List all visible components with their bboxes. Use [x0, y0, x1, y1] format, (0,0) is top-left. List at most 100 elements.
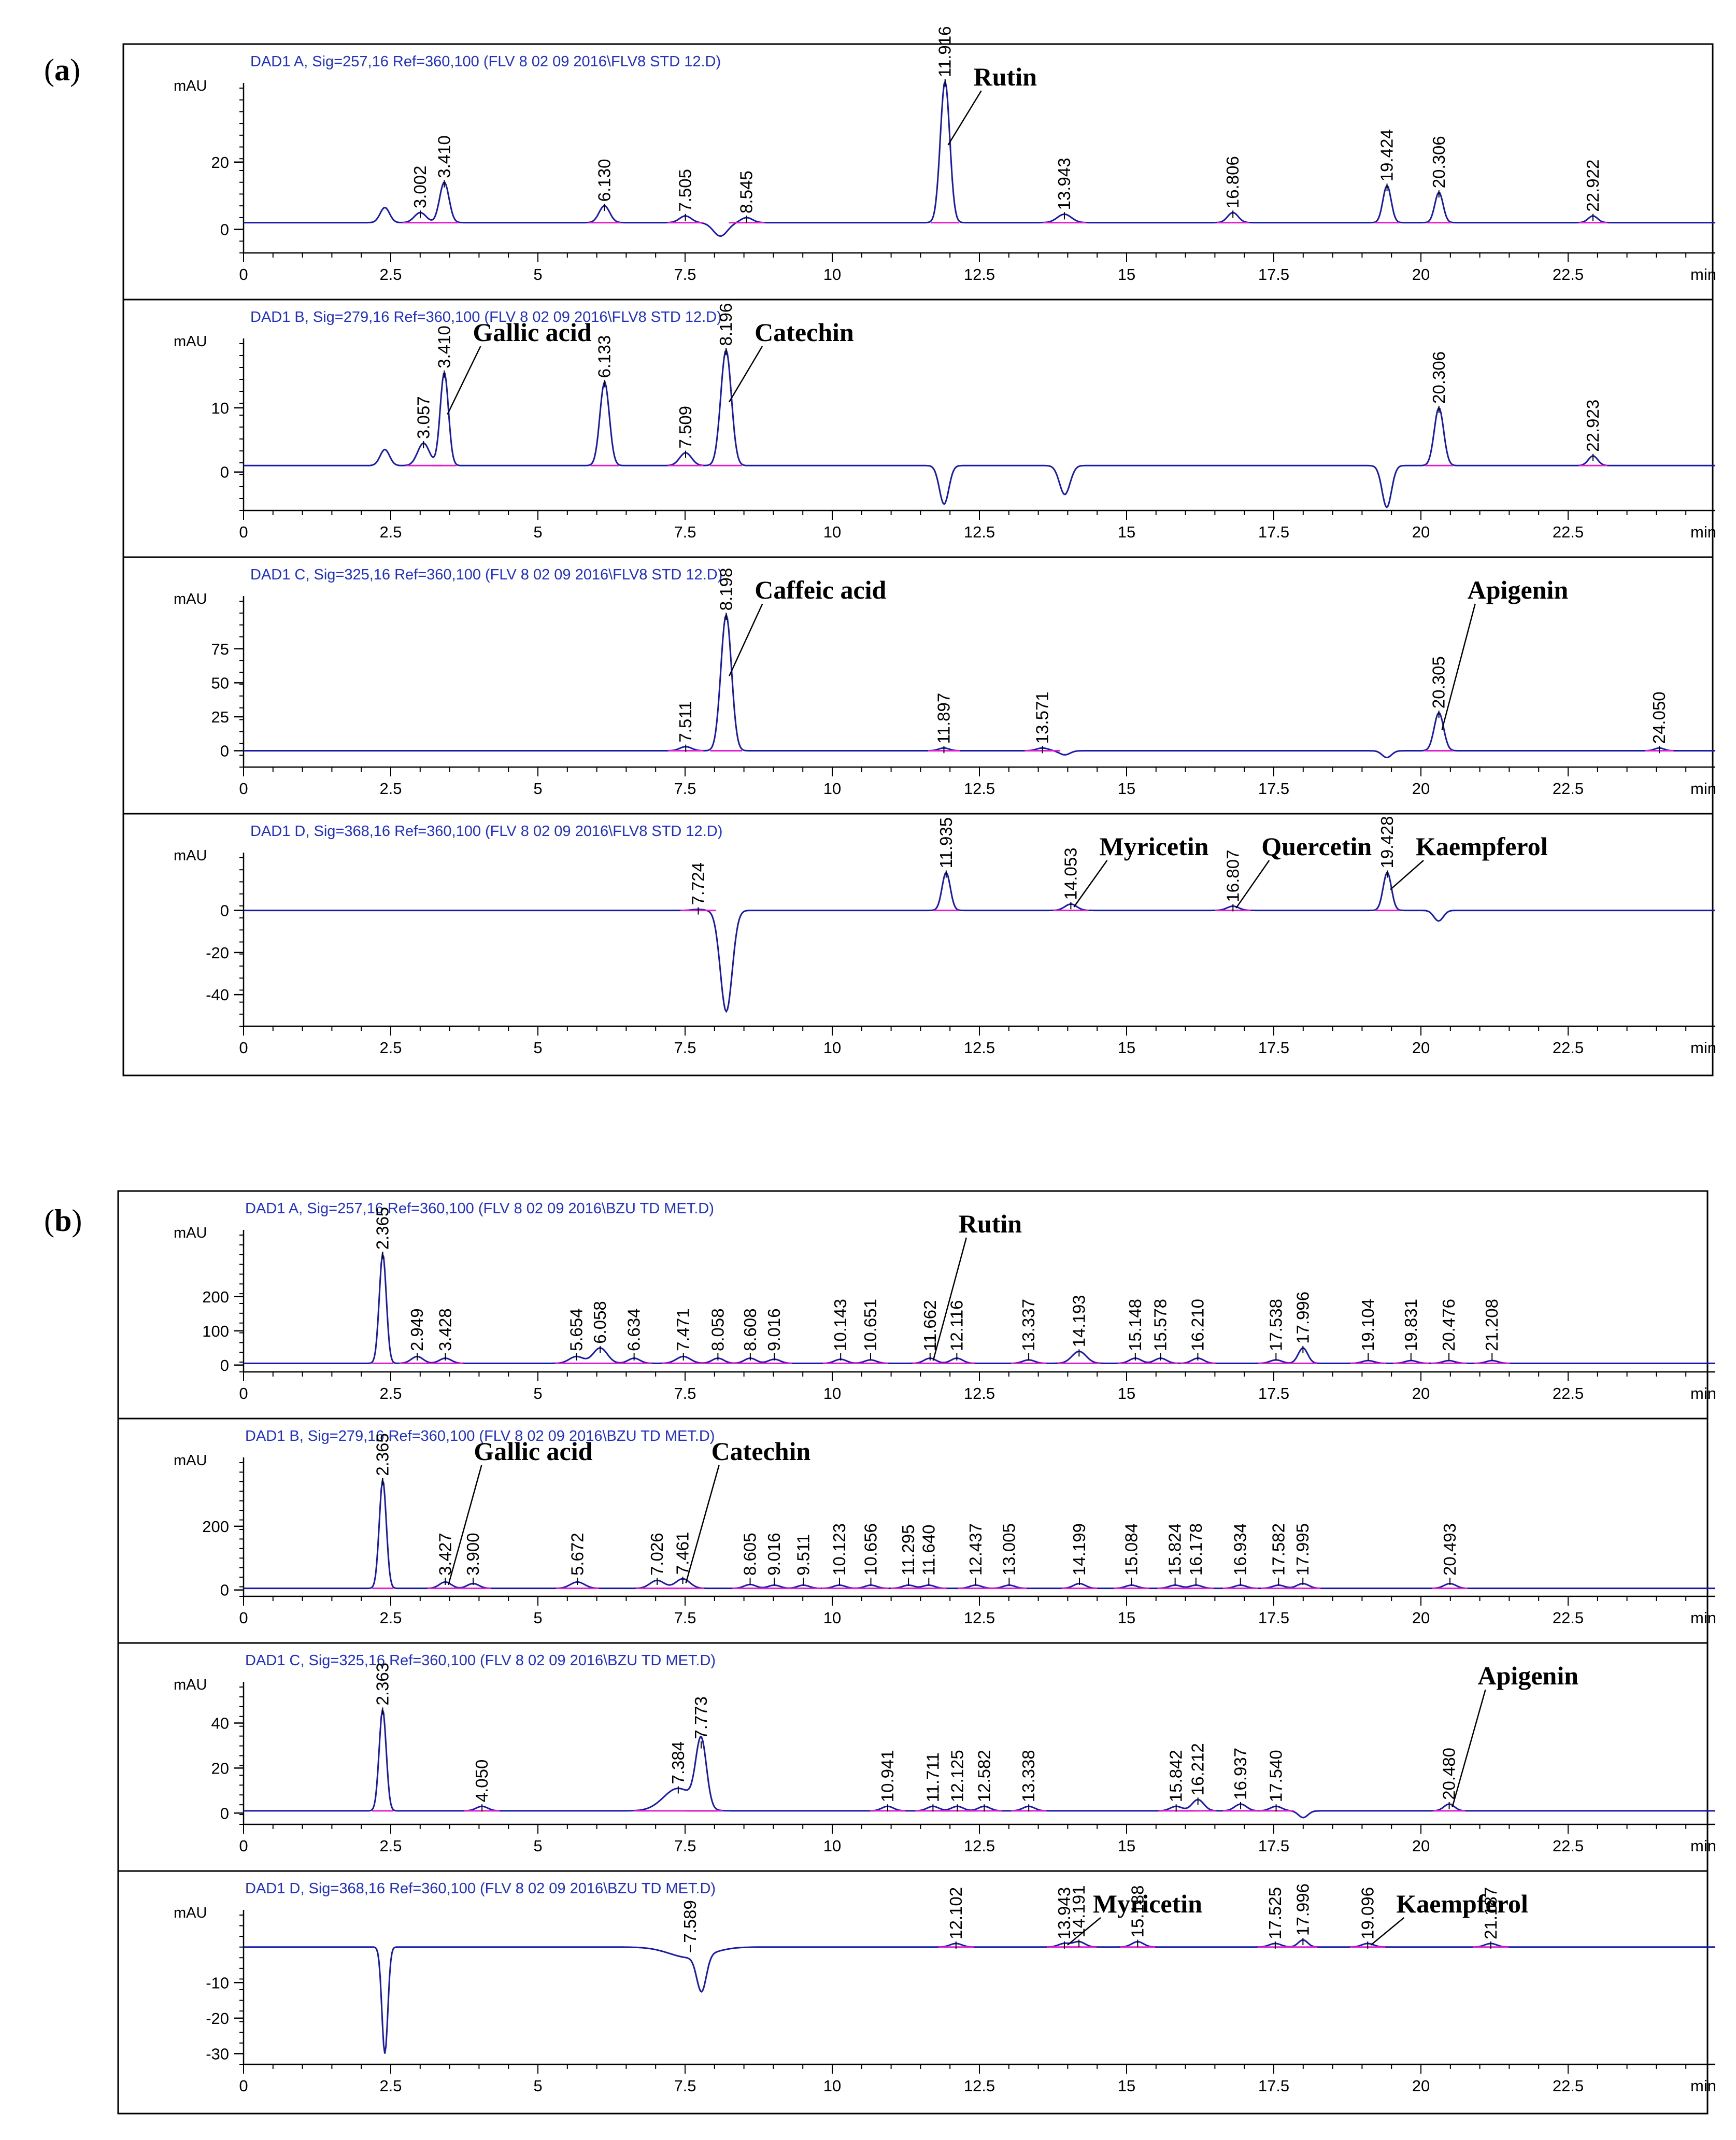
y-tick-label: 0 [220, 1356, 229, 1374]
x-tick-label: 12.5 [964, 265, 995, 284]
peak-rt-label: 3.057 [414, 396, 433, 439]
x-tick-label: 10 [823, 780, 841, 798]
panel: DAD1 A, Sig=257,16 Ref=360,100 (FLV 8 02… [174, 1200, 1716, 1402]
peak-rt-label: 16.210 [1188, 1299, 1207, 1351]
figure-frame [122, 43, 1714, 1076]
x-tick-label: 0 [239, 265, 248, 284]
peak-rt-label: 11.897 [934, 693, 953, 744]
compound-annotation: Rutin [959, 1209, 1022, 1238]
peak-rt-label: 17.525 [1265, 1887, 1285, 1939]
peak-rt-label: 11.662 [920, 1300, 940, 1351]
x-tick-label: 12.5 [964, 780, 995, 798]
y-tick-label: 200 [202, 1518, 229, 1536]
peak-rt-label: 13.338 [1019, 1750, 1038, 1802]
peak-rt-label: 20.493 [1440, 1523, 1459, 1576]
peak-rt-label: 19.096 [1358, 1887, 1377, 1939]
annotation-leader [1073, 860, 1108, 908]
peak-rt-label: 17.538 [1266, 1299, 1285, 1351]
x-tick-label: 12.5 [964, 1609, 995, 1627]
peak-rt-label: 14.193 [1069, 1295, 1088, 1347]
y-unit-label: mAU [174, 1677, 207, 1693]
panel-header: DAD1 A, Sig=257,16 Ref=360,100 (FLV 8 02… [250, 53, 721, 70]
compound-annotation: Quercetin [1261, 832, 1372, 861]
x-tick-label: 2.5 [379, 1384, 402, 1402]
x-tick-label: 0 [239, 2077, 248, 2095]
panel-header: DAD1 C, Sig=325,16 Ref=360,100 (FLV 8 02… [245, 1652, 716, 1669]
y-unit-label: mAU [174, 1452, 207, 1469]
x-tick-label: 10 [823, 1837, 841, 1855]
signal-trace [244, 613, 1715, 759]
peak-rt-label: 6.058 [590, 1301, 609, 1344]
peak-rt-label: 14.191 [1069, 1885, 1088, 1937]
x-unit-label: min [1690, 1384, 1716, 1402]
peak-rt-label: 11.916 [935, 26, 955, 77]
x-tick-label: 15 [1118, 2077, 1135, 2095]
x-tick-label: 12.5 [964, 1384, 995, 1402]
y-tick-label: 20 [211, 153, 229, 172]
x-tick-label: 22.5 [1553, 1837, 1584, 1855]
x-tick-label: 10 [823, 1609, 841, 1627]
peak-rt-label: 3.410 [434, 135, 453, 178]
y-unit-label: mAU [174, 1225, 207, 1241]
peak-rt-label: 16.806 [1223, 156, 1242, 208]
peak-rt-label: 8.058 [708, 1308, 727, 1351]
compound-annotation: Kaempferol [1416, 832, 1548, 861]
x-tick-label: 7.5 [674, 2077, 696, 2095]
x-tick-label: 15 [1118, 1837, 1135, 1855]
annotation-leader [448, 1465, 482, 1585]
peak-rt-label: 5.672 [567, 1533, 587, 1576]
peak-rt-label: 20.305 [1429, 656, 1448, 708]
y-tick-label: 50 [211, 674, 229, 692]
x-tick-label: 20 [1412, 1609, 1430, 1627]
y-tick-label: 0 [220, 463, 229, 481]
x-tick-label: 10 [823, 1039, 841, 1057]
peak-rt-label: 7.384 [668, 1741, 688, 1784]
compound-annotation: Apigenin [1468, 575, 1569, 604]
x-tick-label: 10 [823, 1384, 841, 1402]
peak-rt-label: 13.943 [1055, 1887, 1074, 1939]
peak-rt-label: 9.511 [793, 1534, 813, 1576]
peak-rt-label: 11.935 [936, 817, 956, 868]
x-tick-label: 2.5 [379, 1039, 402, 1057]
peak-rt-label: 3.428 [435, 1308, 454, 1351]
x-unit-label: min [1690, 265, 1716, 284]
y-unit-label: mAU [174, 1905, 207, 1921]
peak-rt-label: 6.133 [595, 335, 614, 378]
x-tick-label: 17.5 [1258, 780, 1289, 798]
peak-rt-label: 17.582 [1269, 1523, 1288, 1576]
x-tick-label: 7.5 [674, 1039, 696, 1057]
peak-rt-label: 24.050 [1649, 691, 1669, 744]
y-unit-label: mAU [174, 78, 207, 94]
peak-rt-label: 12.125 [947, 1750, 966, 1802]
panel-header: DAD1 B, Sig=279,16 Ref=360,100 (FLV 8 02… [245, 1428, 715, 1444]
peak-rt-label: 11.640 [919, 1525, 938, 1576]
x-tick-label: 17.5 [1258, 1039, 1289, 1057]
y-tick-label: 100 [202, 1322, 229, 1340]
peak-rt-label: 7.589 [680, 1900, 700, 1943]
x-tick-label: 2.5 [379, 1609, 402, 1627]
peak-rt-label: 7.509 [676, 406, 695, 449]
peak-rt-label: 10.656 [861, 1523, 880, 1576]
x-tick-label: 7.5 [674, 265, 696, 284]
x-tick-label: 22.5 [1553, 780, 1584, 798]
panel: DAD1 B, Sig=279,16 Ref=360,100 (FLV 8 02… [118, 1418, 1716, 1627]
x-tick-label: 20 [1412, 1837, 1430, 1855]
panel-header: DAD1 D, Sig=368,16 Ref=360,100 (FLV 8 02… [250, 823, 722, 840]
peak-rt-label: 22.923 [1583, 400, 1602, 452]
peak-rt-label: 2.363 [373, 1663, 392, 1706]
peak-rt-label: 13.571 [1033, 691, 1052, 744]
peak-rt-label: 2.365 [373, 1433, 392, 1476]
peak-rt-label: 7.505 [676, 169, 695, 212]
panel-header: DAD1 C, Sig=325,16 Ref=360,100 (FLV 8 02… [250, 566, 722, 583]
y-unit-label: mAU [174, 333, 207, 350]
annotation-leader [1067, 1917, 1101, 1946]
peak-rt-label: 12.116 [947, 1300, 966, 1351]
peak-rt-label: 14.199 [1070, 1523, 1089, 1576]
x-tick-label: 22.5 [1553, 1384, 1584, 1402]
x-tick-label: 22.5 [1553, 1609, 1584, 1627]
x-unit-label: min [1690, 780, 1716, 798]
x-tick-label: 2.5 [379, 1837, 402, 1855]
compound-annotation: Catechin [712, 1437, 811, 1466]
x-tick-label: 2.5 [379, 265, 402, 284]
peak-rt-label: 19.424 [1377, 129, 1397, 181]
